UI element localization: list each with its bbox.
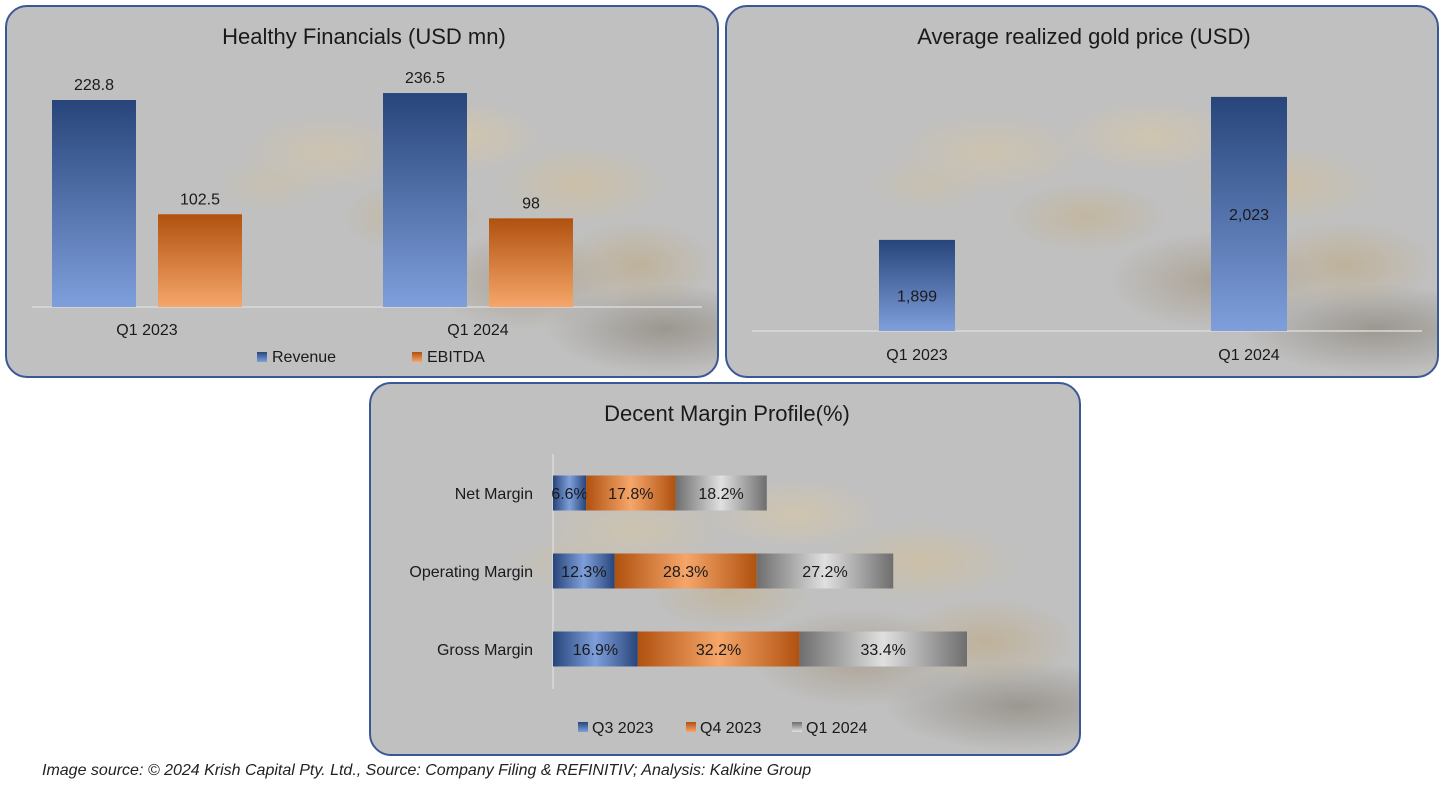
data-label: 17.8% [608,486,653,503]
x-tick-label: Q1 2024 [1218,347,1279,364]
financials-chart: Healthy Financials (USD mn) 228.8 102.5 Q1 … [32,24,702,366]
bar-revenue-q1-2023 [52,100,136,307]
data-label: 236.5 [405,70,445,87]
financials-chart-panel: Healthy Financials (USD mn) 228.8 102.5 Q1 … [5,5,719,378]
bar-gold-price-q1-2024 [1211,96,1287,331]
y-tick-label: Operating Margin [409,564,533,581]
legend-label-revenue: Revenue [272,349,336,366]
legend-swatch-ebitda [412,352,422,362]
data-label: 16.9% [573,642,618,659]
bar-ebitda-q1-2023 [158,214,242,307]
gold-price-chart-panel: Average realized gold price (USD) 1,899 Q1… [725,5,1439,378]
bar-ebitda-q1-2024 [489,218,573,307]
data-label: 228.8 [74,77,114,94]
legend-label-q1-2024: Q1 2024 [806,720,867,737]
chart-title: Average realized gold price (USD) [917,24,1250,49]
legend-label-q4-2023: Q4 2023 [700,720,761,737]
data-label: 102.5 [180,191,220,208]
image-source-caption: Image source: © 2024 Krish Capital Pty. … [42,762,812,779]
margin-chart: Decent Margin Profile(%) Net Margin 6.6% 17… [409,401,967,737]
legend-swatch-q4-2023 [686,722,696,732]
bar-revenue-q1-2024 [383,93,467,307]
bar-gold-price-q1-2023 [879,239,955,331]
data-label: 28.3% [663,564,708,581]
data-label: 6.6% [551,486,587,503]
bar-segment-q4-2023-gross-margin [637,631,800,667]
data-label: 1,899 [897,288,937,305]
gold-price-chart: Average realized gold price (USD) 1,899 Q1… [752,24,1422,364]
x-tick-label: Q1 2023 [886,347,947,364]
data-label: 32.2% [696,642,741,659]
y-tick-label: Gross Margin [437,642,533,659]
chart-title: Decent Margin Profile(%) [604,401,850,426]
data-label: 2,023 [1229,207,1269,224]
margin-chart-panel: Decent Margin Profile(%) Net Margin 6.6% 17… [369,382,1081,756]
data-label: 27.2% [802,564,847,581]
data-label: 33.4% [861,642,906,659]
bar-segment-q3-2023-operating-margin [553,553,615,589]
bar-segment-q1-2024-gross-margin [799,631,967,667]
legend-label-q3-2023: Q3 2023 [592,720,653,737]
data-label: 98 [522,195,540,212]
x-tick-label: Q1 2023 [116,322,177,339]
chart-title: Healthy Financials (USD mn) [222,24,506,49]
legend-swatch-revenue [257,352,267,362]
legend-swatch-q3-2023 [578,722,588,732]
bar-segment-q4-2023-operating-margin [614,553,757,589]
data-label: 18.2% [698,486,743,503]
legend-swatch-q1-2024 [792,722,802,732]
bar-segment-q3-2023-net-margin [553,475,587,511]
data-label: 12.3% [561,564,606,581]
bar-segment-q3-2023-gross-margin [553,631,638,667]
x-tick-label: Q1 2024 [447,322,508,339]
legend-label-ebitda: EBITDA [427,349,485,366]
bar-segment-q4-2023-net-margin [586,475,676,511]
bar-segment-q1-2024-net-margin [675,475,767,511]
bar-segment-q1-2024-operating-margin [756,553,894,589]
y-tick-label: Net Margin [455,486,533,503]
